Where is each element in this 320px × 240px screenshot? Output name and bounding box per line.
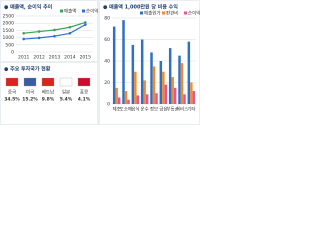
y-tick-label: 2000 [3, 21, 15, 27]
x-tick-label: 서비스 [176, 106, 188, 113]
legend-swatch [60, 9, 63, 13]
bar [190, 82, 193, 104]
point [68, 31, 72, 35]
bar [136, 95, 140, 104]
country-label: 일본 [62, 89, 70, 96]
flag [5, 77, 19, 87]
y-tick-label: 60 [104, 37, 110, 43]
point [22, 31, 26, 35]
country-label: 홍콩 [80, 89, 88, 96]
bar [145, 94, 149, 104]
legend-swatch [140, 11, 143, 15]
bar [131, 44, 135, 104]
y-tick-label: 0 [11, 50, 14, 56]
share-label: 4.1% [78, 97, 91, 103]
x-tick-label: 2011 [18, 55, 30, 61]
bar [122, 20, 125, 104]
bar [180, 63, 184, 104]
bar [143, 80, 146, 104]
country-label: 베트남 [42, 89, 54, 96]
legend-swatch [184, 11, 187, 15]
infographic: ● 주요 투자국가 현황 ● 매출액, 순이익 추이05001000150020… [0, 0, 200, 125]
legend-label: 매출액 [64, 8, 76, 15]
y-tick-label: 500 [5, 42, 14, 48]
y-tick-label: 1000 [3, 35, 15, 41]
y-tick-label: 40 [104, 59, 110, 65]
bar [162, 71, 165, 104]
bar [178, 55, 181, 104]
point [84, 23, 87, 26]
chart-title: ● 매출액, 순이익 추이 [4, 4, 53, 11]
legend-label: 순이익 [86, 8, 98, 15]
bar [124, 91, 128, 104]
bar [164, 84, 168, 104]
legend-label: 판관비 [166, 10, 178, 17]
bar [159, 61, 163, 104]
bar [150, 52, 153, 104]
bar [152, 66, 156, 104]
bar [183, 94, 186, 104]
bar [117, 97, 121, 104]
flag [41, 77, 55, 87]
bar [134, 71, 137, 104]
point [22, 37, 26, 41]
share-label: 15.2% [22, 97, 38, 103]
country-label: 미국 [26, 89, 34, 96]
bar [173, 87, 177, 104]
x-tick-label: 금융 [159, 107, 167, 113]
y-tick-label: 20 [104, 80, 110, 86]
x-tick-label: 2013 [49, 55, 61, 61]
y-tick-label: 0 [107, 102, 110, 108]
x-tick-label: 부동산 [166, 106, 178, 113]
x-tick-label: 2015 [80, 55, 92, 61]
x-tick-label: 음식 [131, 106, 139, 113]
share-label: 9.8% [42, 97, 55, 103]
bar [140, 39, 144, 104]
flag [23, 77, 37, 87]
point [84, 21, 87, 24]
legend-label: 순이익 [188, 10, 200, 17]
bar [187, 41, 191, 104]
bar [155, 93, 158, 104]
section-title: ● 주요 투자국가 현황 [4, 66, 51, 73]
point [68, 25, 72, 29]
legend-swatch [162, 11, 165, 15]
bar [127, 99, 130, 104]
point [37, 36, 41, 40]
point [53, 28, 56, 32]
x-tick-label: 기타 [187, 106, 196, 113]
x-tick-label: 2012 [33, 55, 45, 61]
y-tick-label: 1500 [3, 28, 15, 34]
x-tick-label: 제조 [113, 106, 121, 113]
flag [77, 77, 91, 87]
legend-label: 매출원가 [144, 10, 161, 17]
point [37, 30, 41, 33]
share-label: 34.5% [4, 97, 20, 103]
y-tick-label: 80 [104, 16, 110, 22]
bar [115, 87, 118, 104]
panel [1, 63, 97, 124]
legend-swatch [82, 9, 85, 13]
x-tick-label: 2014 [64, 55, 76, 61]
chart-title: ● 매출액 1,000만원 당 비용 수익 [103, 4, 178, 11]
x-tick-label: 운수 [141, 107, 149, 113]
point [53, 34, 56, 38]
y-tick-label: 2500 [3, 14, 15, 20]
country-label: 중국 [8, 90, 16, 96]
x-tick-label: 정보 [150, 106, 158, 113]
bar [171, 77, 174, 104]
bar [168, 48, 172, 104]
x-tick-label: 도소매 [120, 106, 132, 113]
flag [59, 77, 73, 87]
bar [112, 26, 116, 105]
share-label: 5.4% [60, 97, 73, 103]
bar [192, 91, 196, 104]
